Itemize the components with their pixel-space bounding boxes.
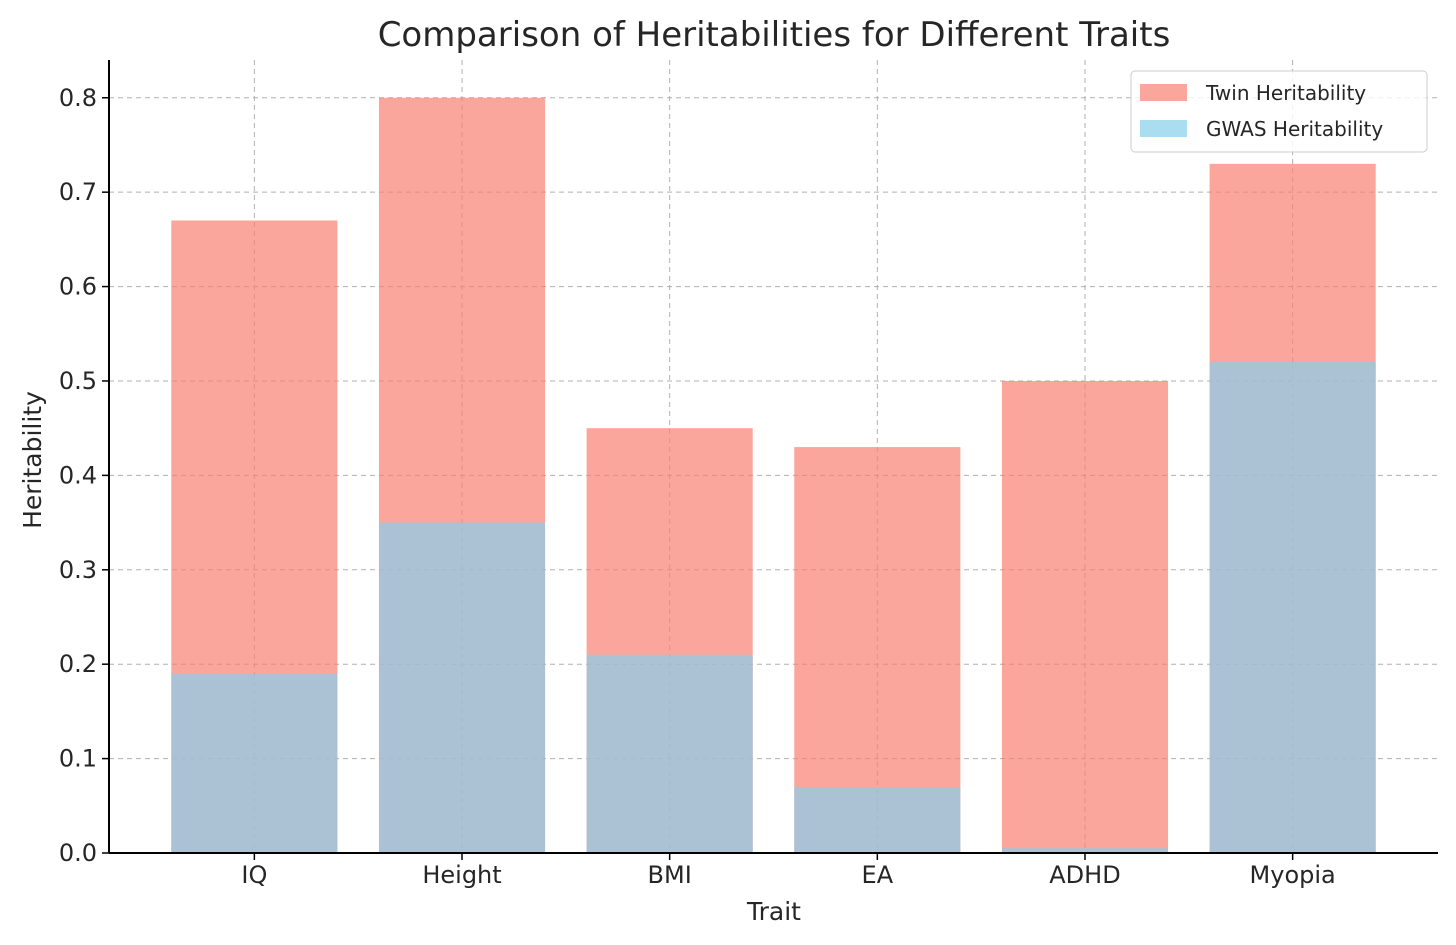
y-tick-label: 0.6 [59,273,97,301]
bar-twin-adhd [1001,380,1169,853]
y-tick-label: 0.4 [59,461,97,489]
legend: Twin Heritability GWAS Heritability [1130,70,1428,153]
x-tick-label-adhd: ADHD [1049,861,1120,889]
legend-frame [1130,70,1428,153]
bar-gwas-adhd [1001,848,1169,853]
y-tick-label: 0.8 [59,84,97,112]
y-tick-label: 0.5 [59,367,97,395]
legend-swatch-twin [1140,84,1187,101]
y-axis-label: Heritability [18,391,47,529]
chart-title: Comparison of Heritabilities for Differe… [378,15,1171,55]
y-tick-label: 0.3 [59,556,97,584]
bar-gwas-bmi [586,654,753,853]
legend-swatch-gwas [1140,120,1187,137]
legend-label-twin: Twin Heritability [1205,81,1366,105]
x-axis-label: Trait [746,897,801,926]
y-tick-label: 0.1 [59,745,97,773]
y-tick-label: 0.0 [59,839,97,867]
x-tick-label-myopia: Myopia [1250,861,1336,889]
bar-twin-ea [794,447,961,853]
bar-gwas-ea [794,786,961,853]
y-tick-label: 0.7 [59,178,97,206]
bar-gwas-myopia [1209,362,1376,853]
x-tick-label-bmi: BMI [648,861,692,889]
legend-label-gwas: GWAS Heritability [1206,117,1383,141]
y-tick-label: 0.2 [59,650,97,678]
x-tick-label-height: Height [422,861,501,889]
x-tick-label-ea: EA [862,861,894,889]
bar-gwas-height [378,522,546,853]
x-tick-label-iq: IQ [241,861,267,889]
bar-gwas-iq [171,673,338,853]
